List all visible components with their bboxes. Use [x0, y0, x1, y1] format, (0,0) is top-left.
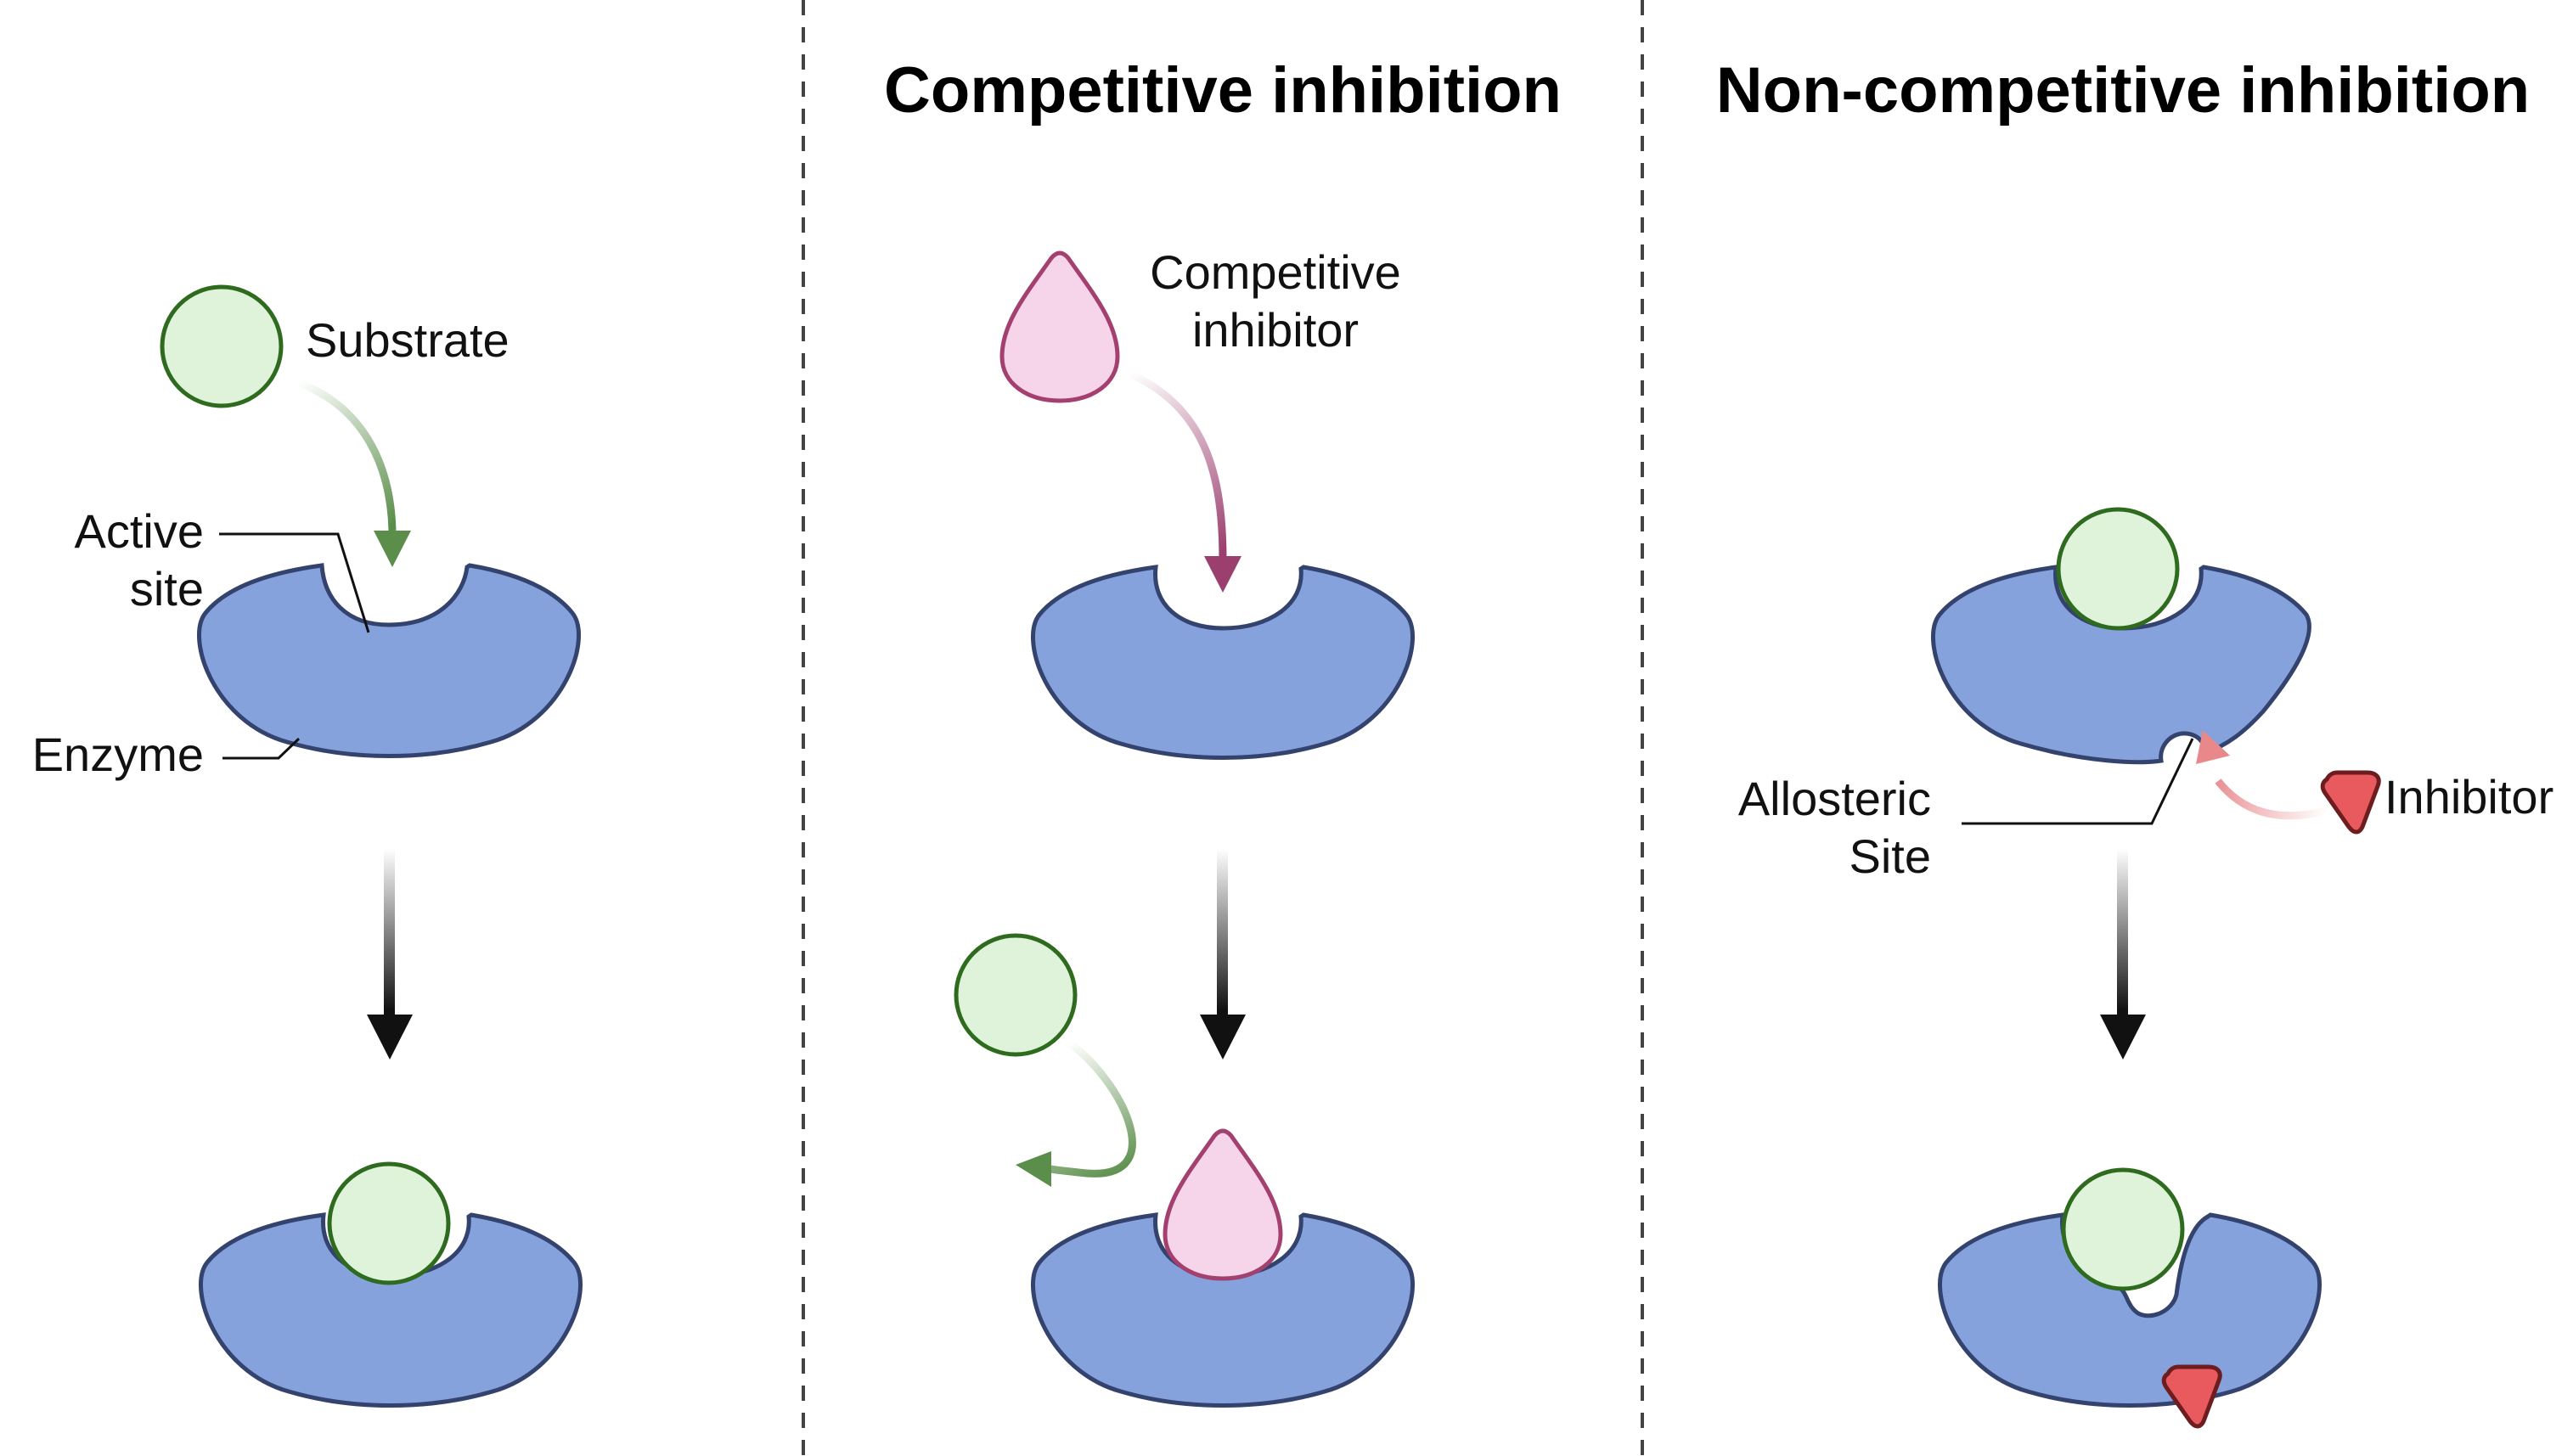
competitive-inhibitor-label-line2: inhibitor [1192, 303, 1359, 357]
allosteric-site-leader-line [1962, 738, 2194, 825]
reaction-arrow-icon [2117, 849, 2128, 1019]
inhibitor-arrow-icon [1128, 369, 1227, 561]
reaction-arrowhead-icon [1200, 1015, 1246, 1060]
active-site-leader-line [219, 532, 370, 633]
panel-title-non-competitive: Non-competitive inhibition [1716, 54, 2530, 126]
enzyme-icon [1033, 567, 1412, 758]
inhibitor-arrowhead-icon [1204, 556, 1241, 593]
enzyme-label: Enzyme [32, 728, 204, 781]
active-site-label-line1: Active [75, 504, 205, 558]
reaction-arrow-icon [1217, 849, 1228, 1019]
active-site-label-line2: site [130, 562, 204, 616]
substrate-icon [160, 284, 284, 408]
bound-substrate-icon [327, 1161, 451, 1285]
substrate-label: Substrate [306, 313, 510, 367]
displaced-substrate-arrowhead-icon [1016, 1151, 1051, 1187]
reaction-arrow-icon [384, 849, 395, 1019]
inhibitor-arrow-icon [2215, 779, 2328, 820]
competitive-inhibitor-icon [1002, 253, 1118, 401]
competitive-inhibitor-label-line1: Competitive [1150, 245, 1401, 299]
non-competitive-inhibitor-icon [2322, 773, 2379, 832]
panel-title-competitive: Competitive inhibition [884, 54, 1562, 126]
bound-competitive-inhibitor-icon [1165, 1131, 1281, 1279]
inhibitor-arrowhead-icon [2196, 730, 2230, 764]
loosely-bound-substrate-icon [2061, 1167, 2185, 1291]
reaction-arrowhead-icon [2100, 1015, 2146, 1060]
enzyme-leader-line [222, 737, 301, 760]
displaced-substrate-arrow-icon [1044, 1039, 1136, 1178]
allosteric-site-label-line2: Site [1850, 829, 1932, 883]
reaction-arrowhead-icon [367, 1015, 413, 1060]
panel-competitive: Competitive inhibitor [954, 245, 1413, 1406]
enzyme-icon [199, 565, 578, 756]
substrate-arrowhead-icon [374, 531, 411, 567]
panel-normal: Substrate Active site Enzyme [32, 284, 581, 1406]
bound-substrate-icon [2056, 507, 2180, 631]
displaced-substrate-icon [954, 933, 1078, 1057]
bound-non-competitive-inhibitor-icon [2164, 1367, 2220, 1426]
substrate-arrow-icon [296, 378, 397, 531]
allosteric-site-label-line1: Allosteric [1738, 772, 1931, 825]
inhibitor-label: Inhibitor [2384, 770, 2553, 824]
panel-non-competitive: Allosteric Site Inhibitor [1738, 507, 2553, 1426]
